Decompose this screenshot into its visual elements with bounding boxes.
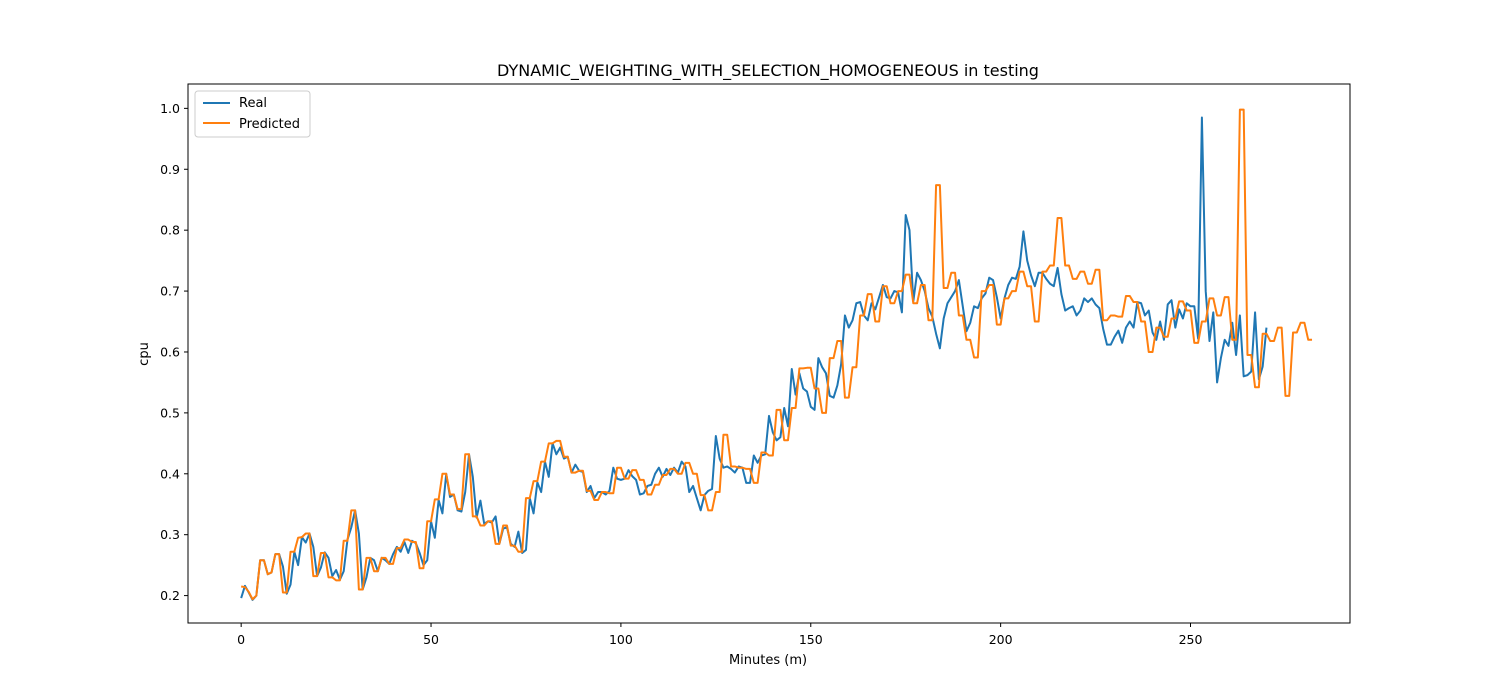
- y-tick-label: 0.9: [160, 162, 180, 177]
- y-tick-label: 0.7: [160, 284, 180, 299]
- x-axis: 0 50 100 150 200 250: [237, 623, 1202, 647]
- y-tick-label: 0.3: [160, 527, 180, 542]
- x-axis-label: Minutes (m): [729, 653, 807, 668]
- x-tick-label: 200: [989, 632, 1013, 647]
- y-tick-label: 1.0: [160, 101, 180, 116]
- series-line-real: [240, 116, 1268, 601]
- x-tick-label: 50: [423, 632, 439, 647]
- chart-title: DYNAMIC_WEIGHTING_WITH_SELECTION_HOMOGEN…: [497, 61, 1039, 81]
- y-axis: 0.2 0.3 0.4 0.5 0.6 0.7 0.8 0.9 1.0: [160, 101, 188, 603]
- y-tick-label: 0.2: [160, 588, 180, 603]
- x-tick-label: 250: [1179, 632, 1203, 647]
- series-line-predicted: [241, 108, 1313, 601]
- y-tick-label: 0.4: [160, 466, 180, 481]
- legend-label-real: Real: [239, 96, 267, 111]
- legend-label-predicted: Predicted: [239, 117, 300, 132]
- y-tick-label: 0.5: [160, 405, 180, 420]
- y-axis-label: cpu: [137, 342, 152, 366]
- plot-frame: [187, 83, 1351, 624]
- legend: Real Predicted: [194, 90, 311, 138]
- x-tick-label: 0: [237, 632, 245, 647]
- y-tick-label: 0.6: [160, 344, 180, 359]
- x-tick-label: 100: [609, 632, 633, 647]
- plot-lines: [240, 108, 1313, 601]
- y-tick-label: 0.8: [160, 223, 180, 238]
- x-tick-label: 150: [799, 632, 823, 647]
